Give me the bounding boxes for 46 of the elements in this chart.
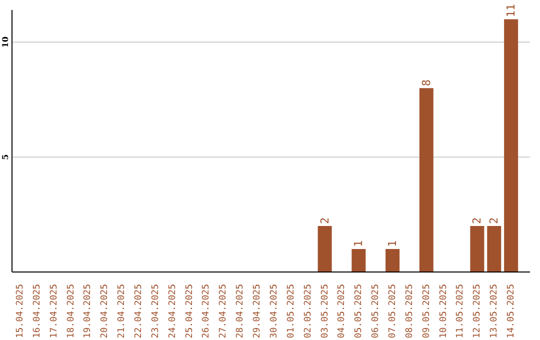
bar (470, 226, 484, 272)
x-tick-label: 23.04.2025 (150, 284, 161, 338)
data-label: 2 (318, 217, 332, 224)
x-tick-label: 29.04.2025 (252, 284, 263, 338)
x-tick-label: 16.04.2025 (32, 284, 42, 338)
x-tick-label: 28.04.2025 (236, 284, 246, 338)
x-tick-label: 04.05.2025 (337, 284, 348, 338)
x-tick-label: 27.04.2025 (218, 284, 229, 338)
bar (487, 226, 502, 272)
x-tick-label: 11.05.2025 (456, 284, 466, 338)
x-tick-label: 26.04.2025 (202, 284, 212, 338)
x-tick-label: 06.05.2025 (371, 284, 382, 338)
data-label: 1 (352, 240, 366, 248)
x-tick-label: 10.05.2025 (438, 284, 449, 338)
x-tick-label: 07.05.2025 (388, 284, 398, 338)
x-tick-label: 12.05.2025 (472, 284, 483, 338)
x-tick-label: 03.05.2025 (320, 284, 330, 338)
x-tick-label: 02.05.2025 (303, 284, 314, 338)
x-tick-label: 17.04.2025 (49, 284, 60, 338)
y-tick-label: 5 (0, 154, 10, 160)
bar (318, 226, 332, 272)
x-tick-label: 20.04.2025 (100, 284, 110, 338)
x-tick-label: 22.04.2025 (134, 284, 144, 338)
data-label: 2 (470, 217, 484, 224)
data-label: 2 (488, 217, 501, 224)
y-tick-label: 10 (0, 36, 10, 48)
x-tick-label: 30.04.2025 (269, 284, 280, 338)
x-tick-label: 18.04.2025 (66, 284, 76, 338)
x-tick-label: 19.04.2025 (83, 284, 94, 338)
data-label: 11 (504, 4, 518, 18)
x-tick-label: 24.04.2025 (168, 284, 178, 338)
x-tick-label: 05.05.2025 (354, 284, 364, 338)
x-tick-label: 13.05.2025 (490, 284, 500, 338)
x-tick-label: 08.05.2025 (404, 284, 415, 338)
x-tick-label: 14.05.2025 (506, 284, 517, 338)
data-label: 1 (386, 240, 400, 248)
x-tick-label: 15.04.2025 (15, 284, 26, 338)
x-tick-label: 25.04.2025 (184, 284, 195, 338)
bar (386, 249, 400, 272)
data-label: 8 (420, 80, 433, 86)
bar (419, 88, 434, 272)
x-tick-label: 09.05.2025 (422, 284, 432, 338)
x-tick-label: 21.04.2025 (117, 284, 128, 338)
bar (352, 249, 366, 272)
bar (504, 19, 518, 272)
x-tick-label: 01.05.2025 (286, 284, 296, 338)
